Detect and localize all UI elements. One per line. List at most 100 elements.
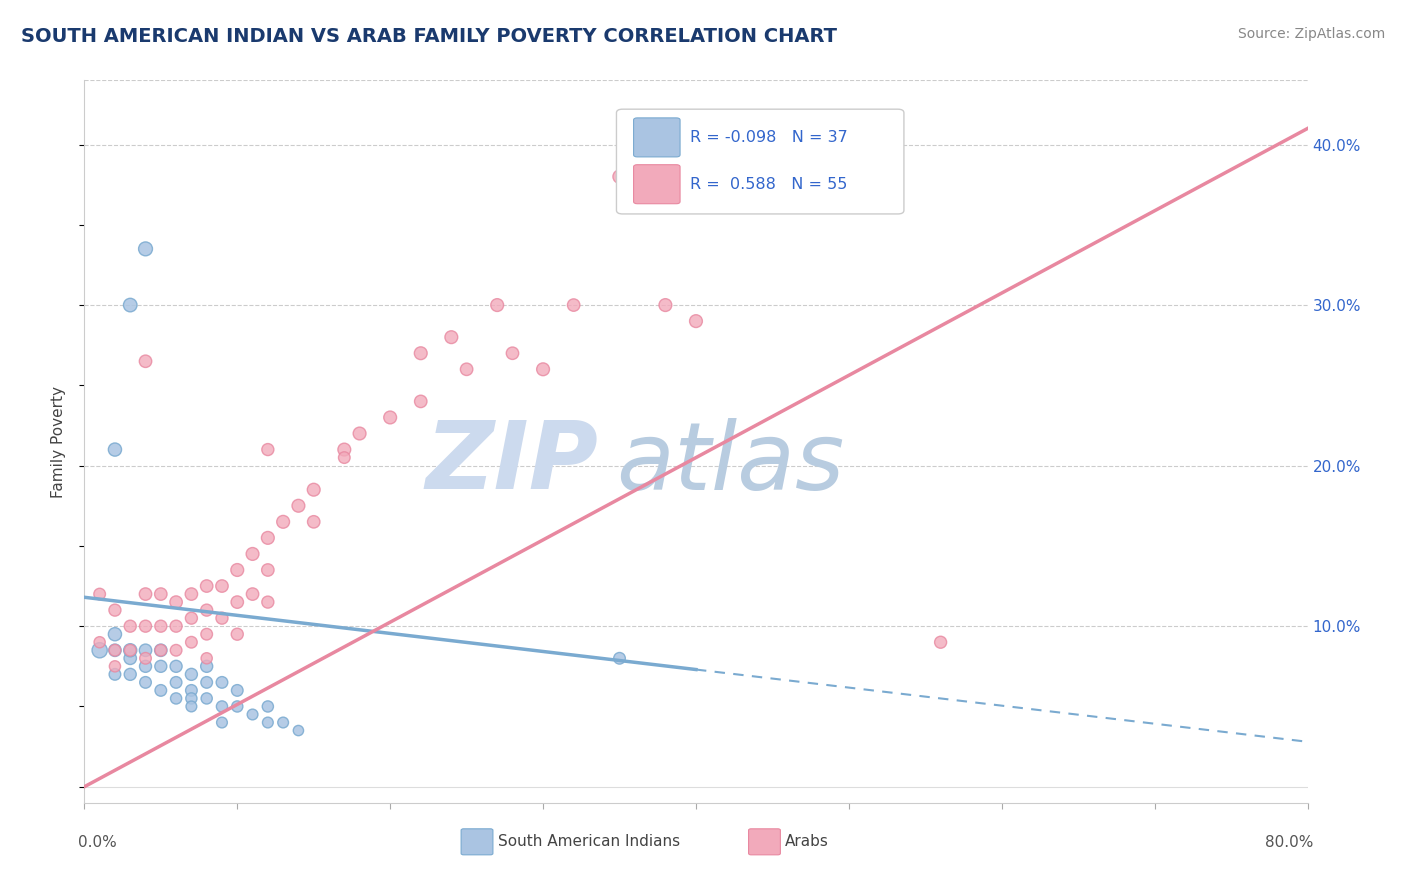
Point: [165, 675, 187, 690]
Point: [149, 683, 172, 698]
Point: [242, 587, 264, 601]
Point: [120, 619, 142, 633]
Point: [104, 643, 127, 657]
Point: [685, 314, 707, 328]
Y-axis label: Family Poverty: Family Poverty: [51, 385, 66, 498]
Point: [302, 483, 325, 497]
FancyBboxPatch shape: [616, 109, 904, 214]
Point: [242, 547, 264, 561]
Point: [409, 346, 432, 360]
Point: [120, 667, 142, 681]
Point: [104, 442, 127, 457]
Point: [257, 595, 280, 609]
Point: [104, 603, 127, 617]
Point: [135, 242, 157, 256]
Point: [149, 659, 172, 673]
Point: [211, 715, 233, 730]
Point: [302, 515, 325, 529]
Point: [165, 691, 187, 706]
Point: [120, 298, 142, 312]
Point: [333, 450, 356, 465]
Point: [380, 410, 402, 425]
Point: [562, 298, 585, 312]
Point: [609, 169, 631, 184]
Point: [165, 595, 187, 609]
Point: [149, 587, 172, 601]
Point: [226, 627, 249, 641]
Text: R = -0.098   N = 37: R = -0.098 N = 37: [690, 130, 848, 145]
Point: [120, 643, 142, 657]
Point: [211, 699, 233, 714]
Point: [257, 442, 280, 457]
Point: [135, 659, 157, 673]
FancyBboxPatch shape: [634, 118, 681, 157]
Point: [195, 691, 218, 706]
Point: [149, 643, 172, 657]
Text: Source: ZipAtlas.com: Source: ZipAtlas.com: [1237, 27, 1385, 41]
Point: [135, 675, 157, 690]
Text: 80.0%: 80.0%: [1265, 835, 1313, 850]
Point: [609, 651, 631, 665]
Point: [195, 603, 218, 617]
Point: [257, 699, 280, 714]
Point: [135, 651, 157, 665]
Point: [104, 627, 127, 641]
Point: [120, 643, 142, 657]
Point: [120, 651, 142, 665]
Point: [104, 643, 127, 657]
Point: [211, 675, 233, 690]
Point: [180, 667, 202, 681]
Point: [257, 715, 280, 730]
Point: [226, 563, 249, 577]
Point: [180, 699, 202, 714]
FancyBboxPatch shape: [748, 829, 780, 855]
Point: [89, 643, 111, 657]
Point: [531, 362, 554, 376]
Point: [654, 298, 676, 312]
Point: [271, 715, 294, 730]
Point: [165, 643, 187, 657]
Text: Arabs: Arabs: [786, 834, 830, 849]
FancyBboxPatch shape: [461, 829, 494, 855]
Text: South American Indians: South American Indians: [498, 834, 681, 849]
Point: [195, 675, 218, 690]
Point: [502, 346, 524, 360]
Point: [440, 330, 463, 344]
Point: [195, 651, 218, 665]
Point: [257, 563, 280, 577]
Point: [409, 394, 432, 409]
Point: [135, 587, 157, 601]
Point: [287, 499, 309, 513]
Point: [104, 667, 127, 681]
Point: [149, 643, 172, 657]
Point: [180, 635, 202, 649]
Text: atlas: atlas: [616, 417, 845, 508]
Point: [89, 587, 111, 601]
Point: [149, 619, 172, 633]
Point: [271, 515, 294, 529]
Text: ZIP: ZIP: [425, 417, 598, 509]
Point: [195, 659, 218, 673]
Point: [257, 531, 280, 545]
Point: [226, 699, 249, 714]
Point: [333, 442, 356, 457]
Point: [226, 595, 249, 609]
Point: [287, 723, 309, 738]
Text: R =  0.588   N = 55: R = 0.588 N = 55: [690, 177, 848, 192]
Point: [456, 362, 478, 376]
Point: [180, 683, 202, 698]
Point: [165, 619, 187, 633]
Point: [165, 659, 187, 673]
Point: [135, 643, 157, 657]
Text: SOUTH AMERICAN INDIAN VS ARAB FAMILY POVERTY CORRELATION CHART: SOUTH AMERICAN INDIAN VS ARAB FAMILY POV…: [21, 27, 837, 45]
Text: 0.0%: 0.0%: [79, 835, 117, 850]
Point: [180, 611, 202, 625]
Point: [211, 611, 233, 625]
Point: [195, 627, 218, 641]
Point: [349, 426, 371, 441]
Point: [104, 659, 127, 673]
Point: [135, 354, 157, 368]
Point: [226, 683, 249, 698]
Point: [486, 298, 509, 312]
FancyBboxPatch shape: [634, 165, 681, 203]
